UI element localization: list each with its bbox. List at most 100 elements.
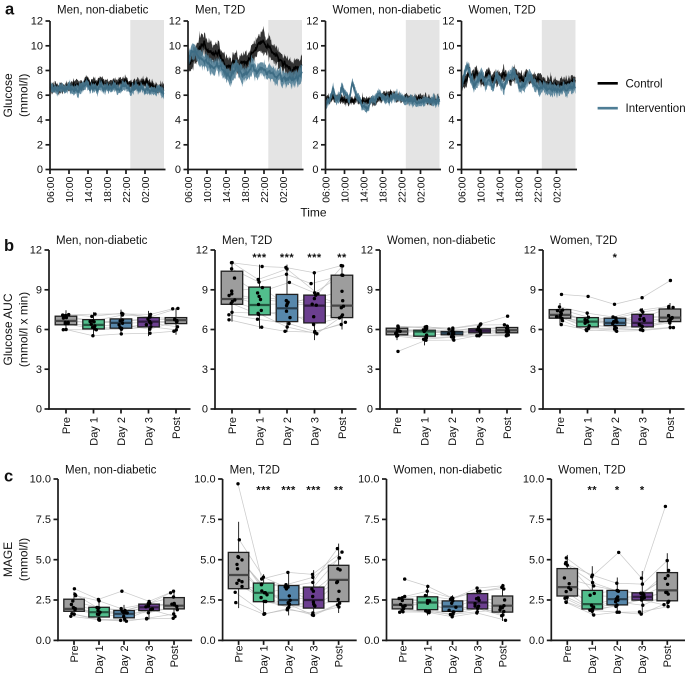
svg-text:Pre: Pre xyxy=(397,645,409,662)
svg-text:12: 12 xyxy=(306,16,318,28)
svg-text:9: 9 xyxy=(202,284,208,296)
svg-text:8: 8 xyxy=(175,65,181,77)
svg-text:Men, T2D: Men, T2D xyxy=(195,5,245,17)
svg-text:0.0: 0.0 xyxy=(529,635,544,647)
svg-text:12: 12 xyxy=(169,16,181,28)
svg-text:5.0: 5.0 xyxy=(529,554,544,566)
svg-text:Men, T2D: Men, T2D xyxy=(230,465,280,477)
svg-text:**: ** xyxy=(588,485,598,497)
svg-text:Day 3: Day 3 xyxy=(637,417,649,446)
svg-text:Post: Post xyxy=(665,417,677,439)
svg-text:10:00: 10:00 xyxy=(475,176,487,202)
svg-text:**: ** xyxy=(337,252,347,264)
svg-text:Day 3: Day 3 xyxy=(144,645,156,673)
svg-text:Day 2: Day 2 xyxy=(447,417,459,446)
svg-text:18:00: 18:00 xyxy=(377,176,389,202)
svg-text:22:00: 22:00 xyxy=(396,176,408,202)
svg-text:Men, T2D: Men, T2D xyxy=(222,235,272,247)
svg-text:Pre: Pre xyxy=(69,645,81,662)
svg-text:2.5: 2.5 xyxy=(529,595,544,607)
svg-text:6: 6 xyxy=(175,90,181,102)
svg-text:Women, non-diabetic: Women, non-diabetic xyxy=(387,235,496,247)
svg-text:7.5: 7.5 xyxy=(364,514,379,526)
svg-text:*: * xyxy=(640,485,645,497)
svg-text:0: 0 xyxy=(448,164,454,176)
svg-text:Pre: Pre xyxy=(562,645,574,662)
svg-text:2.5: 2.5 xyxy=(200,595,215,607)
svg-text:22:00: 22:00 xyxy=(532,176,544,202)
svg-text:Day 1: Day 1 xyxy=(419,417,431,446)
svg-text:06:00: 06:00 xyxy=(45,176,57,202)
svg-text:Pre: Pre xyxy=(227,417,239,434)
svg-text:6: 6 xyxy=(312,90,318,102)
svg-text:18:00: 18:00 xyxy=(102,176,114,202)
svg-text:14:00: 14:00 xyxy=(221,176,233,202)
svg-text:Post: Post xyxy=(171,417,183,439)
svg-text:2: 2 xyxy=(37,139,43,151)
svg-text:Women, T2D: Women, T2D xyxy=(469,5,536,17)
svg-text:Day 1: Day 1 xyxy=(94,645,106,673)
svg-text:14:00: 14:00 xyxy=(358,176,370,202)
svg-text:10.0: 10.0 xyxy=(523,474,544,486)
svg-text:4: 4 xyxy=(37,115,43,127)
svg-text:0.0: 0.0 xyxy=(36,635,51,647)
svg-text:6: 6 xyxy=(530,324,536,336)
svg-text:Day 2: Day 2 xyxy=(283,645,295,673)
svg-text:0: 0 xyxy=(37,164,43,176)
svg-text:2: 2 xyxy=(312,139,318,151)
svg-text:9: 9 xyxy=(36,284,42,296)
svg-text:Post: Post xyxy=(169,645,181,667)
svg-text:8: 8 xyxy=(37,65,43,77)
svg-text:3: 3 xyxy=(202,364,208,376)
svg-text:Day 3: Day 3 xyxy=(637,645,649,673)
svg-text:Day 2: Day 2 xyxy=(282,417,294,446)
svg-text:2.5: 2.5 xyxy=(364,595,379,607)
svg-text:**: ** xyxy=(334,485,344,497)
svg-text:12: 12 xyxy=(361,245,373,257)
svg-text:02:00: 02:00 xyxy=(551,176,563,202)
svg-text:14:00: 14:00 xyxy=(83,176,95,202)
svg-text:Pre: Pre xyxy=(555,417,567,434)
svg-text:18:00: 18:00 xyxy=(240,176,252,202)
svg-text:10: 10 xyxy=(169,40,181,52)
svg-text:5.0: 5.0 xyxy=(364,554,379,566)
svg-text:Post: Post xyxy=(337,417,349,439)
svg-text:02:00: 02:00 xyxy=(415,176,427,202)
svg-text:3: 3 xyxy=(367,364,373,376)
svg-text:22:00: 22:00 xyxy=(259,176,271,202)
svg-text:0.0: 0.0 xyxy=(200,635,215,647)
svg-text:06:00: 06:00 xyxy=(183,176,195,202)
svg-text:8: 8 xyxy=(312,65,318,77)
svg-text:Day 2: Day 2 xyxy=(119,645,131,673)
svg-text:Day 1: Day 1 xyxy=(88,417,100,446)
svg-text:6: 6 xyxy=(448,90,454,102)
svg-text:Day 2: Day 2 xyxy=(610,417,622,446)
svg-text:12: 12 xyxy=(524,245,536,257)
svg-text:12: 12 xyxy=(442,16,454,28)
svg-text:Men, non-diabetic: Men, non-diabetic xyxy=(65,465,157,477)
svg-text:Women, non-diabetic: Women, non-diabetic xyxy=(333,5,442,17)
svg-text:Women, T2D: Women, T2D xyxy=(558,465,625,477)
svg-text:c: c xyxy=(4,468,13,486)
svg-text:10:00: 10:00 xyxy=(202,176,214,202)
svg-text:***: *** xyxy=(280,252,295,264)
svg-text:Day 1: Day 1 xyxy=(254,417,266,446)
svg-text:***: *** xyxy=(281,485,296,497)
svg-text:Day 2: Day 2 xyxy=(612,645,624,673)
svg-text:10:00: 10:00 xyxy=(64,176,76,202)
svg-text:b: b xyxy=(4,237,14,255)
svg-text:***: *** xyxy=(307,252,322,264)
svg-text:*: * xyxy=(613,252,618,264)
svg-text:6: 6 xyxy=(37,90,43,102)
svg-text:a: a xyxy=(5,1,15,19)
svg-text:6: 6 xyxy=(36,324,42,336)
svg-text:***: *** xyxy=(306,485,321,497)
svg-text:Day 3: Day 3 xyxy=(308,645,320,673)
svg-text:Post: Post xyxy=(497,645,509,667)
svg-text:Day 1: Day 1 xyxy=(422,645,434,673)
svg-text:***: *** xyxy=(252,252,267,264)
svg-text:06:00: 06:00 xyxy=(320,176,332,202)
svg-text:9: 9 xyxy=(367,284,373,296)
svg-text:Day 3: Day 3 xyxy=(143,417,155,446)
svg-text:Women, T2D: Women, T2D xyxy=(550,235,617,247)
